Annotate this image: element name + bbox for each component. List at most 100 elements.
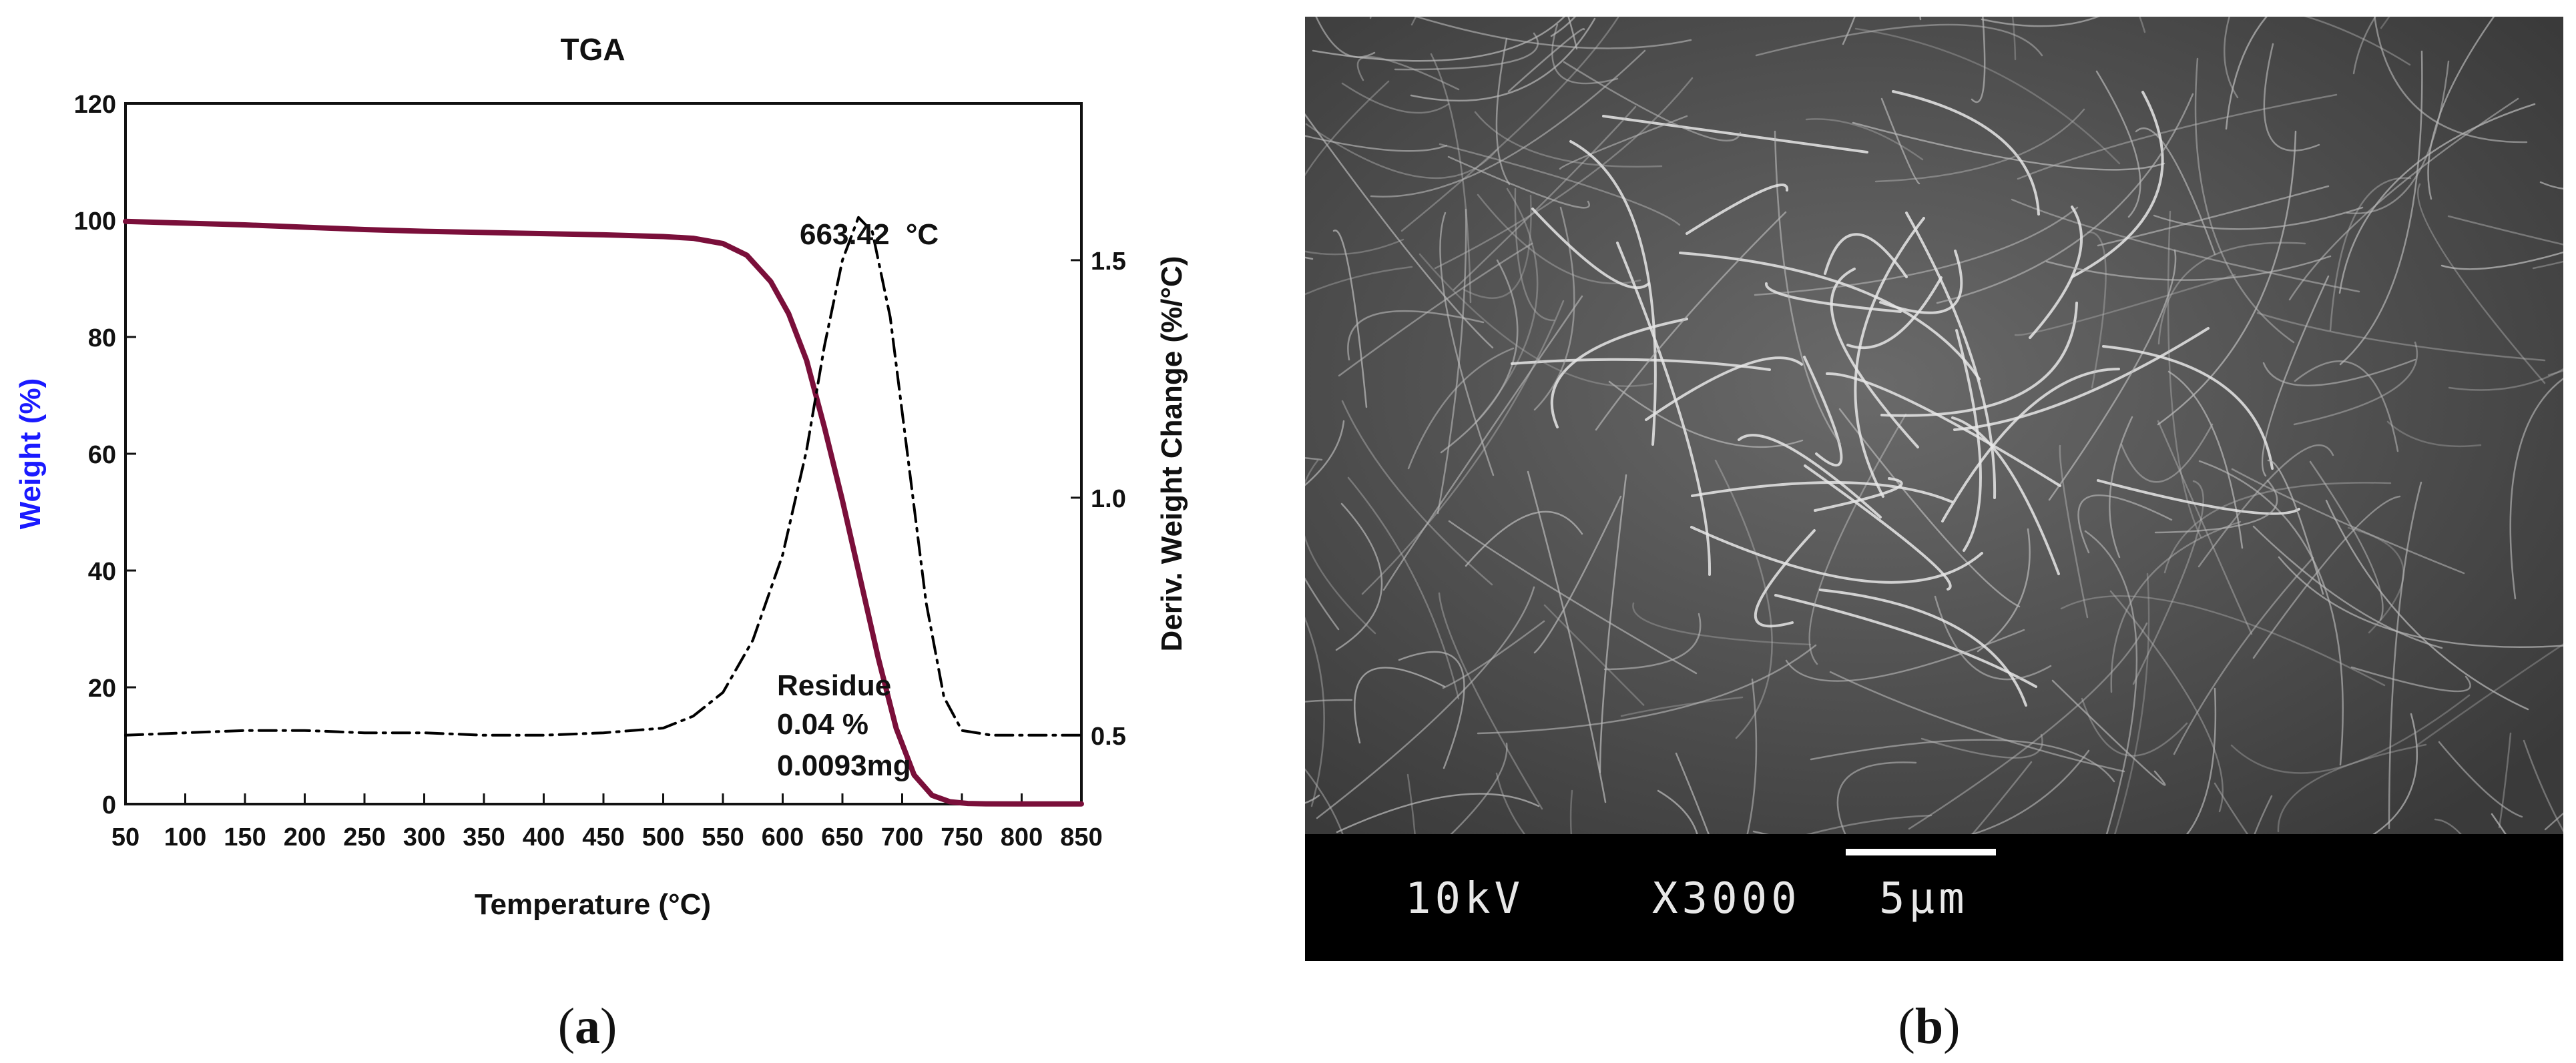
nanofiber bbox=[1920, 733, 2043, 759]
nanofiber bbox=[1474, 188, 1539, 424]
x-tick-label: 850 bbox=[1060, 823, 1102, 851]
nanofiber bbox=[2448, 368, 2563, 391]
nanofiber bbox=[2084, 530, 2138, 834]
nanofiber bbox=[1495, 37, 1511, 186]
nanofiber bbox=[2157, 242, 2306, 345]
nanofiber bbox=[1312, 17, 1565, 62]
nanofiber bbox=[2157, 420, 2253, 635]
nanofiber bbox=[2051, 679, 2166, 786]
nanofiber bbox=[2447, 215, 2563, 246]
nanofiber bbox=[1305, 266, 1413, 296]
nanofiber bbox=[2256, 312, 2546, 362]
nanofiber bbox=[1394, 32, 1539, 71]
nanofiber bbox=[2294, 360, 2399, 452]
nanofiber bbox=[2523, 739, 2563, 833]
nanofiber bbox=[1527, 470, 1607, 803]
x-tick-label: 500 bbox=[642, 823, 684, 851]
nanofiber bbox=[2120, 423, 2214, 483]
nanofiber bbox=[1854, 217, 1925, 498]
nanofiber bbox=[1804, 464, 1952, 591]
nanofiber bbox=[2224, 17, 2239, 99]
x-tick-label: 650 bbox=[821, 823, 863, 851]
nanofiber bbox=[1305, 238, 1404, 256]
nanofiber bbox=[2157, 130, 2297, 426]
nanofiber bbox=[1854, 27, 2121, 165]
nanofiber bbox=[1874, 108, 2085, 183]
peak-annotation: 663.42 °C bbox=[800, 218, 939, 251]
nanofiber bbox=[1880, 97, 1920, 185]
sem-info-bar: 10kV X3000 5μm bbox=[1305, 834, 2563, 961]
nanofiber bbox=[1842, 17, 1856, 45]
nanofiber bbox=[1305, 420, 1345, 486]
nanofiber bbox=[2173, 557, 2314, 755]
y2-axis-label: Deriv. Weight Change (%/°C) bbox=[1155, 256, 1188, 652]
nanofiber bbox=[1752, 749, 2090, 834]
nanofiber bbox=[2498, 732, 2512, 829]
y-axis-label: Weight (%) bbox=[14, 378, 47, 530]
nanofiber bbox=[1453, 105, 1637, 291]
nanofiber bbox=[1595, 211, 1787, 431]
nanofiber bbox=[1977, 528, 2031, 653]
nanofiber bbox=[1477, 644, 1817, 735]
nanofiber bbox=[2388, 481, 2422, 829]
residue-mass: 0.0093mg bbox=[777, 749, 911, 782]
y2-tick-label: 1.0 bbox=[1091, 485, 1126, 513]
nanofiber bbox=[1746, 678, 1758, 834]
nanofiber bbox=[2109, 416, 2133, 559]
nanofiber bbox=[2059, 444, 2089, 619]
nanofiber bbox=[1738, 434, 1882, 518]
x-tick-label: 200 bbox=[284, 823, 326, 851]
nanofiber bbox=[1934, 595, 2052, 681]
nanofiber bbox=[2261, 275, 2330, 477]
nanofiber bbox=[1569, 789, 1573, 834]
nanofiber bbox=[2352, 17, 2377, 75]
nanofiber bbox=[1407, 347, 1515, 470]
nanofiber bbox=[1439, 143, 1681, 226]
nanofiber bbox=[1450, 742, 1508, 834]
nanofiber bbox=[1616, 242, 1712, 576]
nanofiber bbox=[2278, 556, 2563, 648]
nanofiber bbox=[2293, 341, 2418, 426]
nanofiber bbox=[1675, 752, 1710, 834]
nanofiber bbox=[1941, 368, 2120, 522]
nanofiber bbox=[2077, 494, 2173, 554]
nanofiber bbox=[2109, 590, 2224, 813]
nanofiber bbox=[1805, 118, 1924, 161]
nanofiber bbox=[1354, 667, 1446, 744]
residue-label: Residue bbox=[777, 669, 891, 702]
sem-micrograph: 10kV X3000 5μm bbox=[1305, 17, 2563, 961]
scale-bar bbox=[1846, 849, 1996, 855]
nanofiber bbox=[2230, 694, 2471, 774]
nanofiber bbox=[2198, 460, 2344, 766]
nanofiber bbox=[2045, 255, 2332, 281]
nanofiber bbox=[1495, 772, 1526, 834]
nanofiber bbox=[1533, 495, 1622, 654]
nanofiber bbox=[2185, 687, 2217, 834]
nanofiber bbox=[2060, 595, 2386, 687]
nanofiber bbox=[1410, 17, 1596, 102]
y-tick-label: 80 bbox=[88, 324, 116, 352]
nanofiber bbox=[2014, 274, 2236, 336]
nanofiber bbox=[2110, 520, 2242, 693]
y-tick-label: 60 bbox=[88, 441, 116, 469]
nanofiber bbox=[2097, 479, 2300, 515]
nanofiber bbox=[1765, 282, 1902, 313]
nanofiber bbox=[2048, 249, 2177, 501]
sem-scale-label: 5μm bbox=[1879, 874, 1969, 924]
nanofiber bbox=[1550, 318, 1688, 428]
nanofiber bbox=[1879, 250, 1963, 314]
nanofiber bbox=[1338, 242, 1533, 377]
y-tick-label: 40 bbox=[88, 558, 116, 586]
nanofiber bbox=[1370, 49, 1646, 198]
nanofiber bbox=[1507, 28, 1585, 93]
y-tick-label: 120 bbox=[74, 91, 116, 119]
nanofiber bbox=[1335, 502, 1383, 651]
nanofiber bbox=[2374, 17, 2528, 143]
nanofiber bbox=[1971, 761, 2033, 834]
deriv-weight-line bbox=[124, 216, 1083, 737]
nanofiber bbox=[1305, 617, 1325, 807]
nanofiber bbox=[2167, 370, 2244, 549]
nanofiber bbox=[1838, 408, 2021, 608]
nanofiber bbox=[1398, 651, 1465, 769]
nanofiber bbox=[1657, 789, 1698, 834]
